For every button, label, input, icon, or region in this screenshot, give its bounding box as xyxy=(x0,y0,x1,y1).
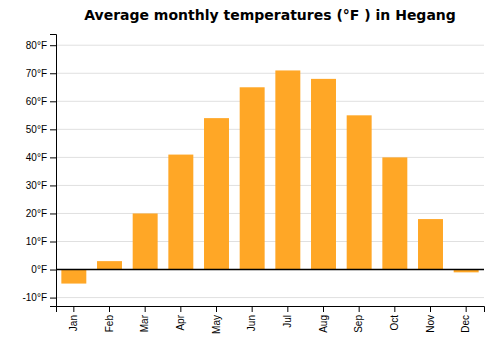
y-axis: -10°F 0°F 10°F 20°F 30°F 40°F 50°F 60°F 70°F 80°F xyxy=(22,35,56,307)
x-tick-mark xyxy=(109,306,110,312)
y-tick: 0°F xyxy=(31,264,56,275)
bar xyxy=(133,213,158,269)
y-tick: 50°F xyxy=(26,124,56,135)
x-tick-label: Aug xyxy=(318,315,329,333)
x-tick: Jul xyxy=(282,306,293,328)
x-tick-label: May xyxy=(211,315,222,334)
bar xyxy=(382,157,407,269)
x-axis: Jan Feb Mar Apr May Jun Jul Aug Sep Oct Nov Dec xyxy=(57,306,485,334)
y-tick: 60°F xyxy=(26,96,56,107)
y-tick-mark xyxy=(50,270,56,271)
x-tick-label: Dec xyxy=(460,315,471,333)
x-tick: Feb xyxy=(104,306,115,332)
x-tick: Jun xyxy=(246,306,257,331)
x-tick-mark xyxy=(73,306,74,312)
grid-line xyxy=(56,269,484,270)
x-tick-mark xyxy=(394,306,395,312)
x-tick: Apr xyxy=(175,306,186,331)
y-tick: 30°F xyxy=(26,180,56,191)
x-tick-label: Oct xyxy=(389,315,400,331)
grid-line xyxy=(56,185,484,186)
y-tick-label: 10°F xyxy=(26,236,47,247)
x-tick-label: Sep xyxy=(353,315,364,333)
grid-line xyxy=(56,157,484,158)
x-tick-mark xyxy=(180,306,181,312)
x-tick-mark xyxy=(430,306,431,312)
bar xyxy=(418,219,443,269)
y-tick-label: 80°F xyxy=(26,40,47,51)
y-tick-mark xyxy=(50,45,56,46)
y-tick-label: 40°F xyxy=(26,152,47,163)
bar xyxy=(168,155,193,270)
x-tick-mark xyxy=(145,306,146,312)
grid xyxy=(56,45,484,297)
x-tick: Nov xyxy=(425,306,436,333)
bar xyxy=(347,115,372,269)
y-tick-mark xyxy=(50,242,56,243)
y-tick-label: -10°F xyxy=(22,292,47,303)
y-tick: 80°F xyxy=(26,40,56,51)
zero-line xyxy=(56,269,484,271)
grid-line xyxy=(56,73,484,74)
x-tick: Aug xyxy=(318,306,329,333)
x-tick-mark xyxy=(216,306,217,312)
x-tick-mark xyxy=(466,306,467,312)
y-tick-label: 20°F xyxy=(26,208,47,219)
x-tick-mark xyxy=(287,306,288,312)
bar xyxy=(275,70,300,269)
title: Average monthly temperatures (°F ) in He… xyxy=(84,7,456,23)
y-tick: 20°F xyxy=(26,208,56,219)
x-tick-label: Jan xyxy=(68,315,79,331)
grid-line xyxy=(56,297,484,298)
y-axis-line xyxy=(50,35,57,307)
x-tick-label: Nov xyxy=(425,315,436,333)
y-tick-mark xyxy=(50,157,56,158)
x-tick-label: Jul xyxy=(282,315,293,328)
x-tick: Dec xyxy=(460,306,471,333)
x-tick: May xyxy=(211,306,222,334)
bar xyxy=(311,79,336,270)
grid-line xyxy=(56,213,484,214)
y-tick: 10°F xyxy=(26,236,56,247)
plot: -10°F 0°F 10°F 20°F 30°F 40°F 50°F 60°F 70°F 80°F… xyxy=(22,35,484,334)
grid-line xyxy=(56,129,484,130)
bar xyxy=(204,118,229,269)
bars xyxy=(56,70,484,283)
y-tick-label: 30°F xyxy=(26,180,47,191)
x-axis-line xyxy=(57,307,485,313)
x-tick: Jan xyxy=(68,306,79,331)
y-tick-mark xyxy=(50,298,56,299)
x-tick-label: Apr xyxy=(175,314,186,330)
grid-line xyxy=(56,45,484,46)
x-tick-label: Feb xyxy=(104,315,115,333)
y-tick-label: 60°F xyxy=(26,96,47,107)
x-tick-mark xyxy=(252,306,253,312)
y-tick-label: 50°F xyxy=(26,124,47,135)
x-tick-mark xyxy=(359,306,360,312)
x-tick: Mar xyxy=(139,306,150,332)
bar xyxy=(97,261,122,269)
y-tick-mark xyxy=(50,73,56,74)
x-tick-mark xyxy=(323,306,324,312)
x-tick-label: Jun xyxy=(246,315,257,331)
y-tick-label: 70°F xyxy=(26,68,47,79)
y-tick: -10°F xyxy=(22,292,56,303)
y-tick-mark xyxy=(50,101,56,102)
y-tick: 40°F xyxy=(26,152,56,163)
y-tick-mark xyxy=(50,129,56,130)
x-tick-label: Mar xyxy=(139,314,150,332)
y-tick: 70°F xyxy=(26,68,56,79)
grid-line xyxy=(56,101,484,102)
y-tick-mark xyxy=(50,213,56,214)
x-tick: Oct xyxy=(389,306,400,331)
y-tick-mark xyxy=(50,185,56,186)
bar xyxy=(240,87,265,269)
chart: -10°F 0°F 10°F 20°F 30°F 40°F 50°F 60°F 70°F 80°F… xyxy=(0,0,500,350)
bar xyxy=(61,270,86,284)
y-tick-label: 0°F xyxy=(31,264,47,275)
x-tick: Sep xyxy=(353,306,364,333)
